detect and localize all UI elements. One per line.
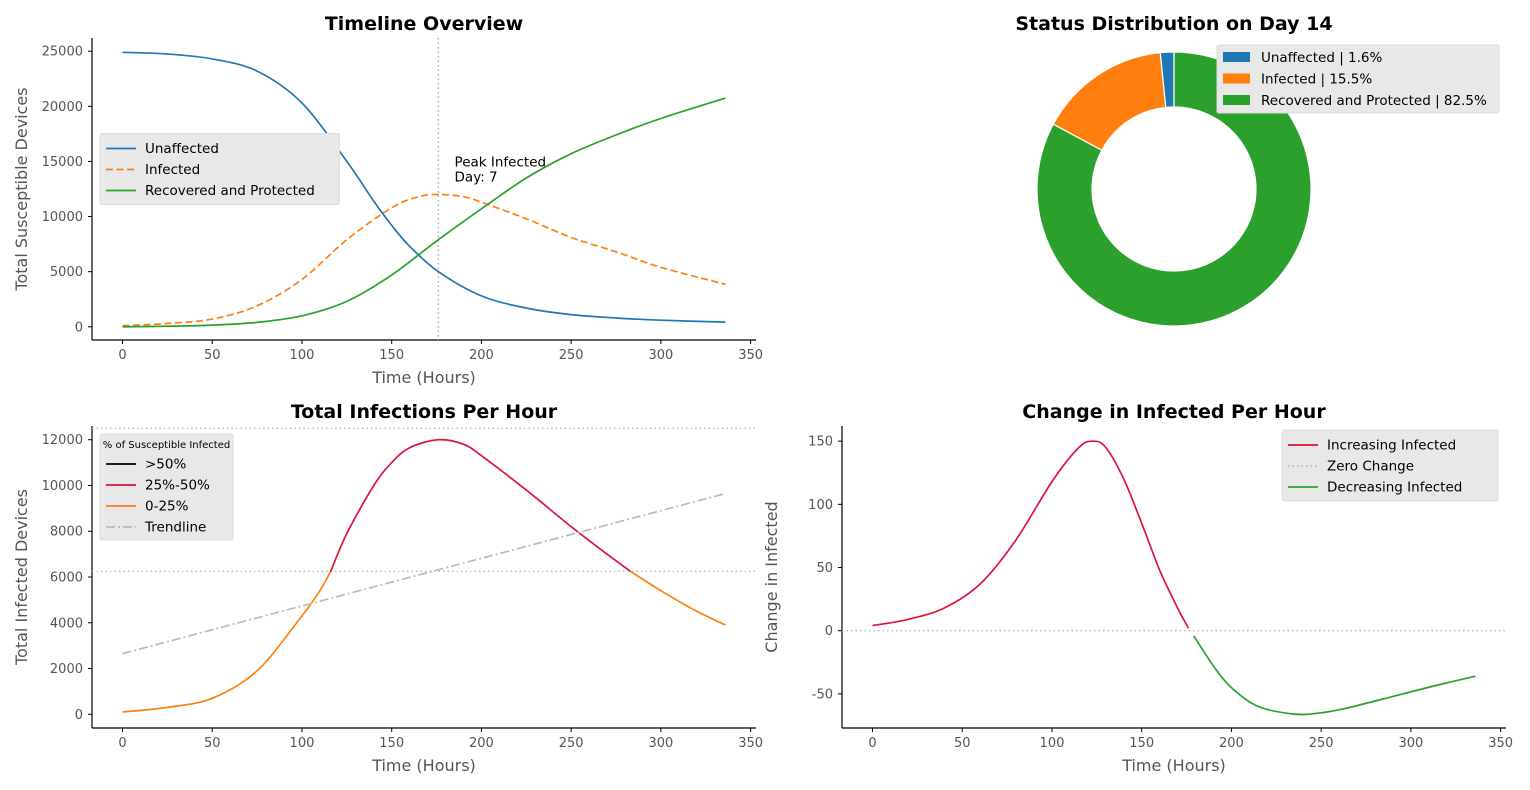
legend-label: Infected | 15.5% xyxy=(1261,72,1372,88)
x-tick-label: 250 xyxy=(1309,736,1334,751)
y-tick-label: 10000 xyxy=(42,210,83,225)
series-line-0 xyxy=(872,440,1190,629)
x-tick-label: 100 xyxy=(290,736,315,751)
x-tick-label: 50 xyxy=(954,736,971,751)
series-line-2 xyxy=(629,570,726,626)
y-tick-label: -50 xyxy=(812,687,833,702)
x-tick-label: 0 xyxy=(118,348,126,363)
chart-status: Status Distribution on Day 14 Unaffected … xyxy=(1015,13,1500,327)
legend-label: 0-25% xyxy=(145,499,189,515)
chart-title: Total Infections Per Hour xyxy=(291,401,558,423)
x-tick-label: 100 xyxy=(290,348,315,363)
y-tick-label: 150 xyxy=(808,435,833,450)
y-tick-label: 0 xyxy=(75,708,83,723)
legend-label: Zero Change xyxy=(1327,459,1414,475)
legend-box xyxy=(1281,429,1499,502)
y-tick-label: 25000 xyxy=(42,45,83,60)
y-tick-label: 5000 xyxy=(50,265,83,280)
legend-label: >50% xyxy=(145,457,186,473)
chart-timeline: Timeline Overview 0 50 100 150 200 250 300 350 0 5… xyxy=(12,13,763,387)
y-tick-label: 0 xyxy=(825,624,833,639)
chart-infections: Total Infections Per Hour 0 50 100 150 200 250… xyxy=(12,401,763,775)
y-axis-label: Total Infected Devices xyxy=(12,489,31,666)
x-tick-label: 0 xyxy=(118,736,126,751)
legend-swatch xyxy=(1223,73,1250,84)
x-tick-label: 100 xyxy=(1040,736,1065,751)
chart-title: Change in Infected Per Hour xyxy=(1022,401,1326,423)
y-tick-label: 20000 xyxy=(42,100,83,115)
x-axis-label: Time (Hours) xyxy=(1121,756,1226,775)
legend-box xyxy=(99,433,234,541)
annotation-text: Peak Infected xyxy=(455,155,547,171)
y-tick-label: 10000 xyxy=(42,479,83,494)
x-tick-label: 150 xyxy=(379,348,404,363)
chart-change: Change in Infected Per Hour 0 50 100 150 200 2… xyxy=(762,401,1513,775)
y-tick-label: 4000 xyxy=(50,616,83,631)
series-line-2 xyxy=(122,97,726,328)
chart-title: Timeline Overview xyxy=(325,13,523,35)
chart-title: Status Distribution on Day 14 xyxy=(1015,13,1332,35)
x-tick-label: 250 xyxy=(559,348,584,363)
annotation-text: Day: 7 xyxy=(455,170,498,186)
x-tick-label: 150 xyxy=(1129,736,1154,751)
legend-swatch xyxy=(1223,52,1250,62)
legend-label: Trendline xyxy=(144,520,206,536)
x-tick-label: 300 xyxy=(648,348,673,363)
legend-label: Decreasing Infected xyxy=(1327,480,1462,496)
x-tick-label: 200 xyxy=(469,348,494,363)
series-line-0 xyxy=(122,51,726,323)
x-tick-label: 300 xyxy=(648,736,673,751)
y-tick-label: 2000 xyxy=(50,662,83,677)
y-axis-label: Total Susceptible Devices xyxy=(12,87,31,291)
x-tick-label: 250 xyxy=(559,736,584,751)
y-tick-label: 100 xyxy=(808,498,833,513)
legend-label: Recovered and Protected xyxy=(145,183,315,199)
y-tick-label: 6000 xyxy=(50,571,83,586)
series-line-3 xyxy=(122,492,726,655)
x-tick-label: 200 xyxy=(469,736,494,751)
legend-label: Unaffected | 1.6% xyxy=(1261,50,1383,66)
legend: % of Susceptible Infected >50% 25%-50% 0-25… xyxy=(99,433,234,541)
x-tick-label: 50 xyxy=(204,348,221,363)
y-tick-label: 0 xyxy=(75,320,83,335)
legend-box xyxy=(99,133,340,205)
x-tick-label: 350 xyxy=(1488,736,1513,751)
legend: Increasing Infected Zero Change Decreasing… xyxy=(1281,429,1499,502)
legend-label: Unaffected xyxy=(145,141,219,157)
legend-box xyxy=(1216,44,1500,114)
x-axis-label: Time (Hours) xyxy=(371,368,476,387)
x-tick-label: 300 xyxy=(1398,736,1423,751)
y-tick-label: 8000 xyxy=(50,525,83,540)
series-line-1 xyxy=(329,438,631,572)
x-tick-label: 200 xyxy=(1219,736,1244,751)
x-tick-label: 350 xyxy=(738,348,763,363)
legend-label: Infected xyxy=(145,162,200,178)
legend-label: 25%-50% xyxy=(145,478,210,494)
x-axis-label: Time (Hours) xyxy=(371,756,476,775)
legend: Unaffected | 1.6% Infected | 15.5% Recover… xyxy=(1216,44,1500,114)
x-tick-label: 350 xyxy=(738,736,763,751)
y-tick-label: 50 xyxy=(816,561,833,576)
legend-title: % of Susceptible Infected xyxy=(103,440,230,451)
y-tick-label: 15000 xyxy=(42,155,83,170)
y-tick-label: 12000 xyxy=(42,433,83,448)
series-line-1 xyxy=(1192,635,1476,716)
x-tick-label: 150 xyxy=(379,736,404,751)
legend-swatch xyxy=(1223,95,1250,105)
series-line-2 xyxy=(122,570,332,713)
y-axis-label: Change in Infected xyxy=(762,501,781,652)
x-tick-label: 50 xyxy=(204,736,221,751)
legend-label: Recovered and Protected | 82.5% xyxy=(1261,93,1487,109)
x-tick-label: 0 xyxy=(868,736,876,751)
legend-label: Increasing Infected xyxy=(1327,438,1456,454)
legend: Unaffected Infected Recovered and Protecte… xyxy=(99,133,340,205)
